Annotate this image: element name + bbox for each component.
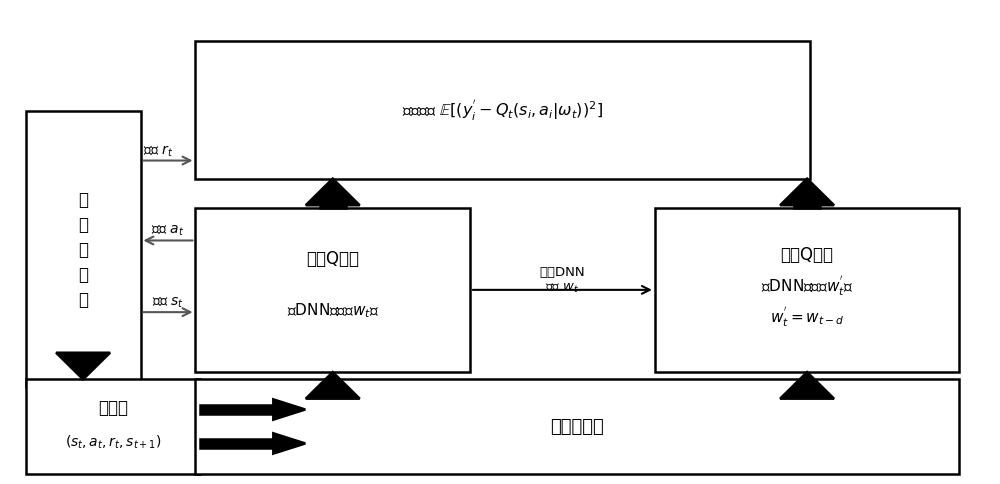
Text: （DNN带参数$w_t$）: （DNN带参数$w_t$） bbox=[287, 300, 379, 319]
Bar bbox=[655, 208, 959, 372]
Bar bbox=[195, 379, 959, 474]
Polygon shape bbox=[306, 372, 360, 399]
Text: 新样本: 新样本 bbox=[98, 398, 128, 416]
Text: （DNN带参数$w_t^{'}$）: （DNN带参数$w_t^{'}$） bbox=[761, 273, 853, 297]
Polygon shape bbox=[780, 372, 834, 399]
Polygon shape bbox=[306, 179, 360, 206]
Polygon shape bbox=[273, 433, 305, 454]
Text: 复制DNN: 复制DNN bbox=[540, 265, 585, 278]
Polygon shape bbox=[56, 353, 110, 379]
Bar bbox=[26, 379, 200, 474]
Text: 动作 $a_t$: 动作 $a_t$ bbox=[151, 223, 185, 238]
Bar bbox=[200, 439, 273, 448]
Text: $w_t^{'} = w_{t-d}$: $w_t^{'} = w_{t-d}$ bbox=[770, 305, 844, 329]
Bar bbox=[320, 206, 346, 208]
Bar bbox=[195, 208, 470, 372]
Polygon shape bbox=[780, 179, 834, 206]
Text: 光
无
线
环
境: 光 无 线 环 境 bbox=[78, 190, 88, 308]
Bar bbox=[200, 405, 273, 414]
Text: $(s_t, a_t, r_t, s_{t+1})$: $(s_t, a_t, r_t, s_{t+1})$ bbox=[65, 432, 161, 450]
Text: 状态 $s_t$: 状态 $s_t$ bbox=[152, 295, 184, 309]
Text: 经验回放池: 经验回放池 bbox=[551, 418, 604, 436]
Text: 目标Q网络: 目标Q网络 bbox=[781, 245, 834, 263]
Polygon shape bbox=[273, 399, 305, 420]
Text: 奖励 $r_t$: 奖励 $r_t$ bbox=[143, 143, 173, 158]
Text: 损失函数 $\mathbb{E}[(y_i^{'} - Q_t(s_i, a_i|\omega_t))^2]$: 损失函数 $\mathbb{E}[(y_i^{'} - Q_t(s_i, a_i… bbox=[402, 98, 603, 122]
Bar bbox=[794, 206, 820, 208]
Bar bbox=[26, 112, 141, 387]
Bar bbox=[195, 42, 810, 179]
Text: 在线Q网络: 在线Q网络 bbox=[306, 250, 359, 268]
Text: 参数 $w_t$: 参数 $w_t$ bbox=[545, 281, 580, 294]
